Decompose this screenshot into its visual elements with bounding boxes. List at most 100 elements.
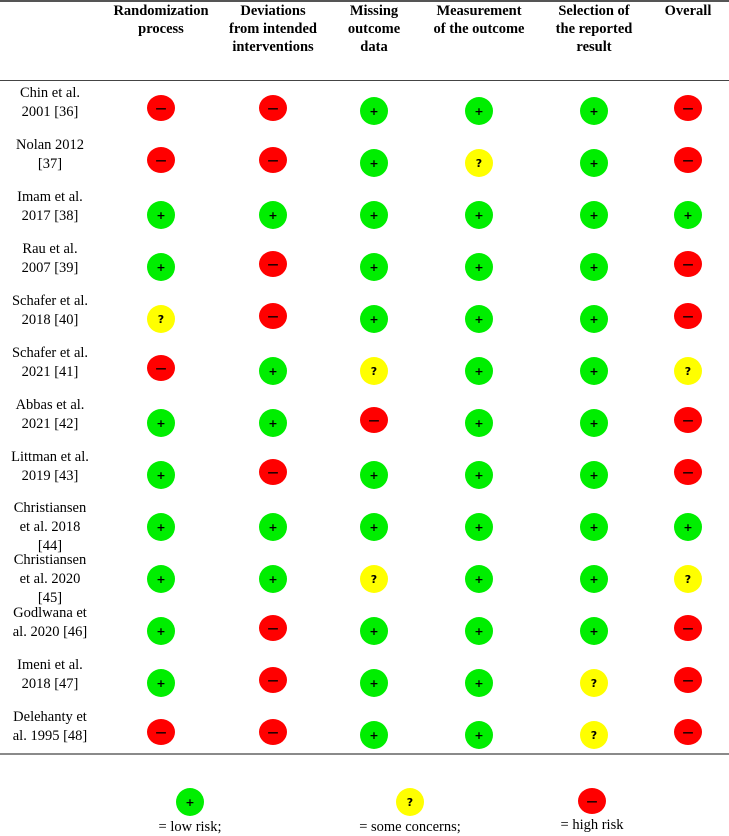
study-label-line: Godlwana et: [13, 605, 87, 621]
study-label-line: et al. 2020: [19, 571, 81, 587]
high-risk-icon: —: [360, 407, 388, 433]
high-risk-icon: —: [147, 719, 175, 745]
study-label-line: 2019 [43]: [21, 468, 79, 484]
low-risk-icon: +: [465, 305, 493, 333]
high-risk-icon: —: [259, 95, 287, 121]
low-risk-icon: +: [465, 201, 493, 229]
high-risk-icon: —: [147, 355, 175, 381]
study-label: Christiansen et al. 2020 [45]: [0, 551, 100, 608]
low-risk-icon: +: [360, 253, 388, 281]
high-risk-icon: —: [674, 667, 702, 693]
low-risk-icon: +: [580, 617, 608, 645]
header-separator: [0, 80, 729, 81]
column-header: Missing outcome data: [334, 2, 414, 56]
low-risk-icon: +: [674, 201, 702, 229]
some-risk-icon: ?: [580, 669, 608, 697]
high-risk-icon: —: [674, 719, 702, 745]
study-label: Godlwana et al. 2020 [46]: [0, 604, 100, 642]
legend-item-low: + = low risk;: [120, 788, 260, 836]
study-label-line: 2018 [47]: [21, 676, 79, 692]
bottom-separator: [0, 753, 729, 755]
study-label-line: Delehanty et: [13, 709, 87, 725]
study-label-line: [45]: [37, 590, 63, 606]
high-risk-icon: —: [259, 615, 287, 641]
low-risk-icon: +: [465, 409, 493, 437]
low-risk-icon: +: [360, 721, 388, 749]
top-rule: [0, 0, 729, 2]
low-risk-icon: +: [465, 461, 493, 489]
low-risk-icon: +: [259, 409, 287, 437]
low-risk-icon: +: [674, 513, 702, 541]
low-risk-icon: +: [465, 617, 493, 645]
low-risk-icon: +: [259, 565, 287, 593]
legend-label: = some concerns;: [359, 819, 461, 835]
column-header-line: Measurement: [436, 3, 522, 19]
low-risk-icon: +: [580, 357, 608, 385]
low-risk-icon: +: [465, 253, 493, 281]
low-risk-icon: +: [580, 149, 608, 177]
low-risk-icon: +: [580, 409, 608, 437]
study-label: Rau et al. 2007 [39]: [0, 240, 100, 278]
low-risk-icon: +: [147, 409, 175, 437]
low-risk-icon: +: [465, 97, 493, 125]
some-risk-icon: ?: [396, 788, 424, 816]
low-risk-icon: +: [580, 201, 608, 229]
low-risk-icon: +: [147, 565, 175, 593]
study-label-line: Christiansen: [13, 552, 87, 568]
column-header-line: interventions: [232, 39, 314, 55]
low-risk-icon: +: [147, 253, 175, 281]
study-label-line: 2021 [42]: [21, 416, 79, 432]
column-header-line: Deviations: [240, 3, 306, 19]
column-header: Randomization process: [106, 2, 216, 38]
study-label-line: [44]: [37, 538, 63, 554]
low-risk-icon: +: [580, 461, 608, 489]
study-label: Schafer et al. 2021 [41]: [0, 344, 100, 382]
study-label-line: et al. 2018: [19, 519, 81, 535]
low-risk-icon: +: [580, 253, 608, 281]
low-risk-icon: +: [147, 201, 175, 229]
high-risk-icon: —: [147, 147, 175, 173]
high-risk-icon: —: [578, 788, 606, 814]
column-header-line: process: [138, 21, 184, 37]
some-risk-icon: ?: [465, 149, 493, 177]
low-risk-icon: +: [360, 201, 388, 229]
high-risk-icon: —: [674, 615, 702, 641]
study-label-line: 2017 [38]: [21, 208, 79, 224]
low-risk-icon: +: [360, 149, 388, 177]
study-label-line: Rau et al.: [22, 241, 78, 257]
legend-label: = low risk;: [158, 819, 222, 835]
legend-label: = high risk: [560, 817, 624, 833]
some-risk-icon: ?: [360, 357, 388, 385]
study-label-line: Schafer et al.: [11, 345, 89, 361]
column-header-line: Selection of: [558, 3, 630, 19]
some-risk-icon: ?: [147, 305, 175, 333]
low-risk-icon: +: [360, 669, 388, 697]
study-label: Chin et al. 2001 [36]: [0, 84, 100, 122]
some-risk-icon: ?: [360, 565, 388, 593]
column-header: Overall: [658, 2, 718, 20]
study-label-line: Abbas et al.: [15, 397, 85, 413]
low-risk-icon: +: [360, 97, 388, 125]
column-header-line: result: [576, 39, 612, 55]
study-label-line: Nolan 2012: [15, 137, 85, 153]
study-label-line: al. 2020 [46]: [12, 624, 88, 640]
column-header: Deviations from intended interventions: [213, 2, 333, 56]
study-label: Littman et al. 2019 [43]: [0, 448, 100, 486]
study-label: Imeni et al. 2018 [47]: [0, 656, 100, 694]
column-header-line: Missing: [349, 3, 399, 19]
study-label-line: Imam et al.: [17, 189, 83, 205]
high-risk-icon: —: [259, 719, 287, 745]
low-risk-icon: +: [147, 513, 175, 541]
study-label-line: Christiansen: [13, 500, 87, 516]
column-header: Measurement of the outcome: [419, 2, 539, 38]
high-risk-icon: —: [674, 251, 702, 277]
high-risk-icon: —: [259, 459, 287, 485]
low-risk-icon: +: [259, 201, 287, 229]
low-risk-icon: +: [259, 513, 287, 541]
low-risk-icon: +: [465, 357, 493, 385]
study-label-line: 2021 [41]: [21, 364, 79, 380]
low-risk-icon: +: [580, 513, 608, 541]
high-risk-icon: —: [674, 407, 702, 433]
column-header-line: of the outcome: [433, 21, 525, 37]
low-risk-icon: +: [465, 721, 493, 749]
